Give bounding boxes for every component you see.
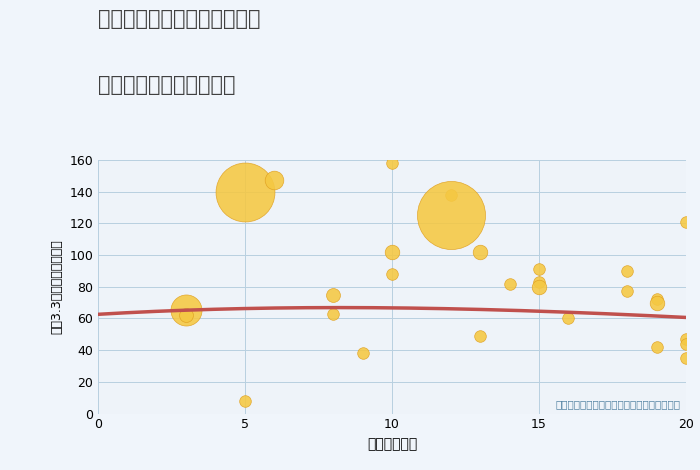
Point (181, 307, 192, 314)
Point (533, 278, 545, 286)
Text: 円の大きさは、取引のあった物件面積を示す: 円の大きさは、取引のあった物件面積を示す (555, 399, 680, 409)
Point (475, 332, 486, 340)
Point (239, 397, 251, 405)
Point (651, 343, 662, 351)
Point (651, 299, 662, 306)
Text: 福岡県築上郡上毛町土佐井の: 福岡県築上郡上毛町土佐井の (98, 9, 260, 30)
Point (680, 340, 692, 348)
Point (680, 335, 692, 343)
Text: 駅距離別中古戸建て価格: 駅距離別中古戸建て価格 (98, 75, 235, 95)
Y-axis label: 坪（3.3㎡）単価（万円）: 坪（3.3㎡）単価（万円） (50, 239, 64, 334)
Point (563, 315, 574, 322)
Point (680, 354, 692, 362)
Point (181, 312, 192, 319)
Point (533, 283, 545, 290)
Point (622, 288, 633, 295)
Point (622, 267, 633, 274)
Point (680, 218, 692, 226)
Point (386, 270, 398, 278)
Point (651, 296, 662, 303)
Point (269, 177, 280, 184)
Point (328, 291, 339, 298)
Point (445, 191, 456, 198)
Point (386, 248, 398, 256)
Point (357, 350, 368, 357)
Point (475, 248, 486, 256)
Point (328, 310, 339, 317)
Point (504, 280, 515, 287)
Point (386, 159, 398, 167)
Point (445, 212, 456, 219)
Point (533, 266, 545, 273)
X-axis label: 駅距離（分）: 駅距離（分） (367, 437, 417, 451)
Point (239, 188, 251, 196)
